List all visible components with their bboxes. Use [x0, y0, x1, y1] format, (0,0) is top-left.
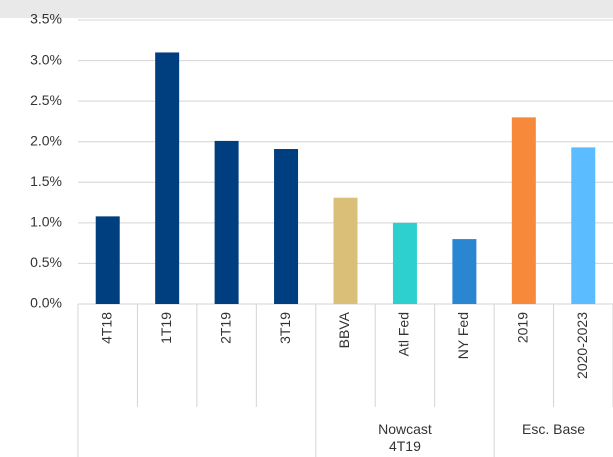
x-tick-label: Atl Fed — [396, 312, 412, 356]
y-tick-label: 1.5% — [30, 173, 62, 189]
x-tick-label: 2020-2023 — [574, 312, 590, 379]
bar — [274, 149, 299, 304]
group-label: Nowcast 4T19 — [378, 421, 432, 454]
bar — [95, 216, 120, 304]
x-tick-label: 2T19 — [217, 312, 233, 344]
x-tick-label: 3T19 — [277, 312, 293, 344]
x-tick-label: NY Fed — [455, 312, 471, 359]
x-tick-label: 2019 — [515, 312, 531, 343]
group-label: Esc. Base — [522, 421, 586, 437]
bar — [333, 197, 358, 304]
y-tick-label: 0.0% — [30, 295, 62, 311]
bar — [511, 117, 536, 304]
x-tick-label: 1T19 — [158, 312, 174, 344]
y-tick-label: 3.0% — [30, 51, 62, 67]
bar — [452, 239, 477, 304]
bar — [392, 222, 417, 304]
y-tick-label: 2.5% — [30, 92, 62, 108]
y-tick-label: 0.5% — [30, 254, 62, 270]
x-tick-label: 4T18 — [98, 312, 114, 344]
top-strip — [0, 0, 613, 18]
y-tick-label: 2.0% — [30, 132, 62, 148]
bar — [571, 147, 596, 304]
y-tick-label: 1.0% — [30, 214, 62, 230]
bar — [155, 52, 180, 305]
bar — [214, 140, 239, 304]
x-tick-label: BBVA — [336, 311, 352, 348]
y-tick-label: 3.5% — [30, 11, 62, 27]
